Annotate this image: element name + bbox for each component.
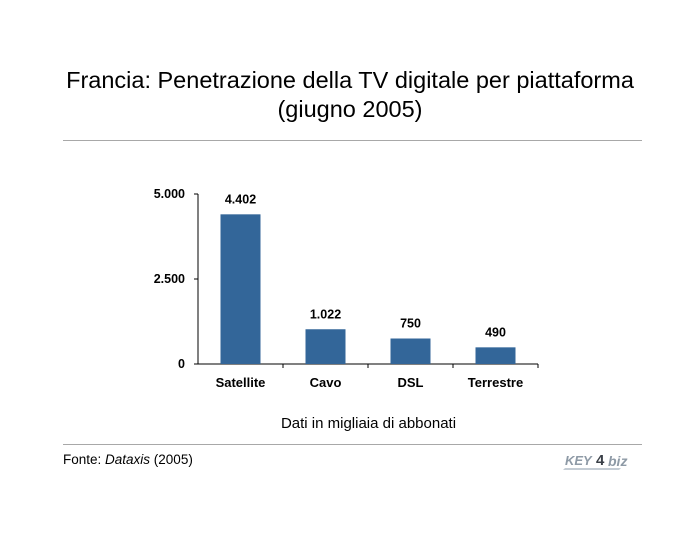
data-label: 1.022 xyxy=(310,307,341,321)
logo-biz-text: biz xyxy=(608,453,627,469)
top-divider xyxy=(63,140,642,141)
source-credit: Fonte: Dataxis (2005) xyxy=(63,452,193,467)
logo-number-text: 4 xyxy=(596,452,605,469)
category-label: DSL xyxy=(398,375,424,390)
source-name: Dataxis xyxy=(105,452,151,467)
chart-title-line-2: (giugno 2005) xyxy=(277,96,423,122)
logo-key-text: KEY xyxy=(565,453,593,468)
chart-title: Francia: Penetrazione della TV digitale … xyxy=(0,66,700,124)
chart-title-line-1: Francia: Penetrazione della TV digitale … xyxy=(66,67,634,93)
bar xyxy=(475,347,516,364)
category-label: Satellite xyxy=(216,375,266,390)
source-prefix: Fonte: xyxy=(63,452,106,467)
category-label: Cavo xyxy=(310,375,342,390)
category-label: Terrestre xyxy=(468,375,523,390)
bar xyxy=(220,214,261,364)
key4biz-logo: KEY 4 biz xyxy=(563,452,627,470)
unit-note: Dati in migliaia di abbonati xyxy=(280,415,457,432)
bar xyxy=(390,338,431,364)
data-label: 490 xyxy=(485,325,506,339)
y-tick-label: 5.000 xyxy=(154,187,185,201)
bottom-divider xyxy=(63,444,642,445)
data-label: 4.402 xyxy=(225,192,256,206)
y-tick-label: 2.500 xyxy=(154,272,185,286)
logo-mark: KEY 4 biz xyxy=(563,452,627,470)
data-label: 750 xyxy=(400,317,421,331)
bar xyxy=(305,329,346,364)
y-tick-label: 0 xyxy=(178,357,185,371)
source-suffix: (2005) xyxy=(150,452,193,467)
